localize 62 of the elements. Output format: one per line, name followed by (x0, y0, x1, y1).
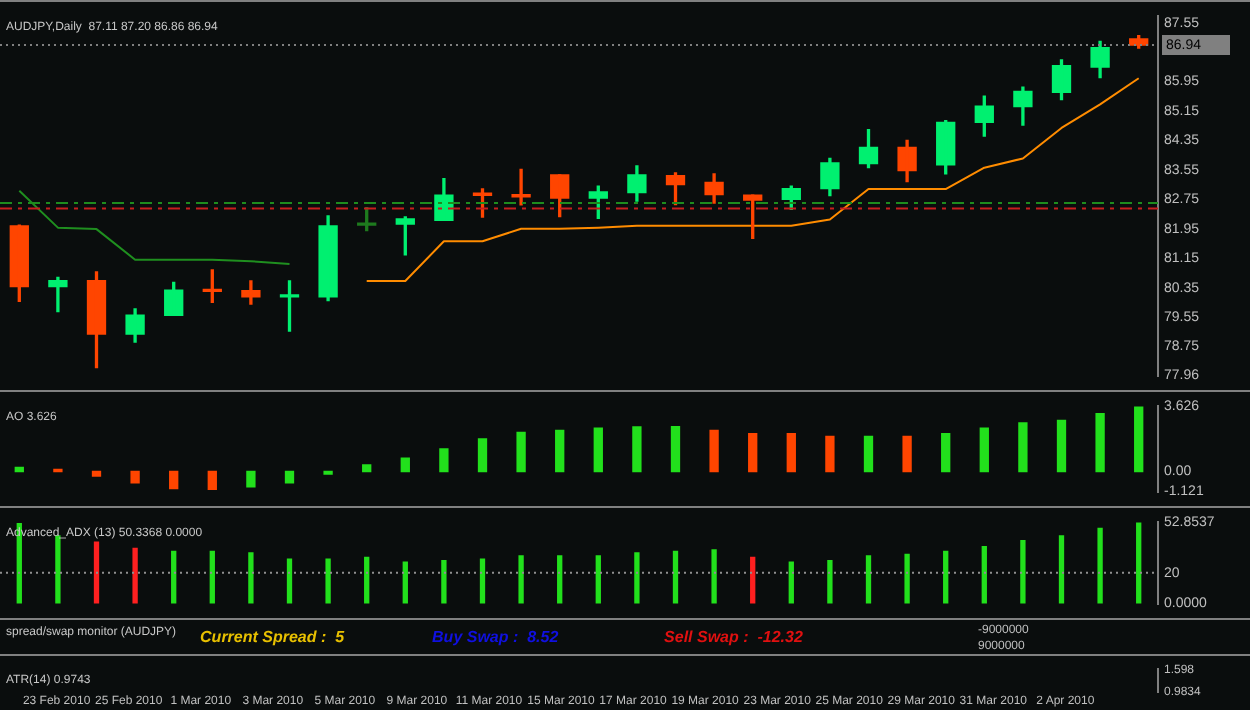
text: Buy Swap : 8.52 (432, 628, 560, 647)
bar (672, 550, 679, 604)
bar (477, 438, 488, 473)
bar (1134, 406, 1144, 473)
bar (670, 425, 681, 473)
bar (863, 435, 874, 473)
bar (750, 556, 756, 604)
bar (1018, 422, 1028, 473)
bar (171, 550, 177, 604)
bar (825, 435, 835, 473)
bar (748, 432, 758, 473)
bar (169, 470, 179, 490)
bar (325, 558, 331, 604)
bar (981, 546, 987, 604)
bar (827, 559, 833, 604)
bar (402, 561, 408, 604)
bar (207, 470, 217, 491)
bar (284, 470, 295, 484)
bar (286, 558, 293, 604)
bar (941, 432, 951, 473)
bar (93, 541, 100, 604)
bar (786, 432, 796, 473)
bar (246, 470, 256, 488)
bar (14, 466, 24, 473)
candlestick (279, 280, 300, 332)
bar (518, 555, 524, 604)
bar (1058, 535, 1065, 604)
bar (902, 435, 912, 473)
bar (248, 552, 254, 604)
text: Sell Swap : -12.32 (664, 628, 804, 647)
bar (91, 470, 102, 477)
bar (439, 448, 449, 473)
bar (1095, 413, 1105, 473)
bar (441, 559, 447, 604)
bar (555, 429, 565, 473)
bar (1136, 522, 1142, 604)
candlestick (395, 216, 415, 256)
bar (979, 427, 989, 473)
bar (132, 547, 138, 604)
bar (711, 549, 717, 604)
bar (130, 470, 140, 484)
bar (634, 552, 640, 604)
text: Current Spread : 5 (200, 628, 346, 647)
bar (362, 464, 372, 473)
bar (788, 561, 794, 604)
bar (400, 457, 410, 473)
bar (55, 535, 61, 604)
bar (1056, 419, 1067, 473)
bar (1020, 539, 1026, 604)
bar (865, 555, 872, 604)
bar (632, 426, 642, 473)
bar (1097, 527, 1103, 604)
bar (209, 550, 215, 604)
bar (479, 558, 486, 604)
bar (595, 555, 601, 604)
bar (516, 431, 526, 473)
bar (364, 556, 370, 604)
bar (557, 555, 563, 604)
bar (593, 427, 603, 473)
bar (904, 553, 910, 604)
bar (709, 429, 719, 473)
bar (943, 550, 949, 604)
